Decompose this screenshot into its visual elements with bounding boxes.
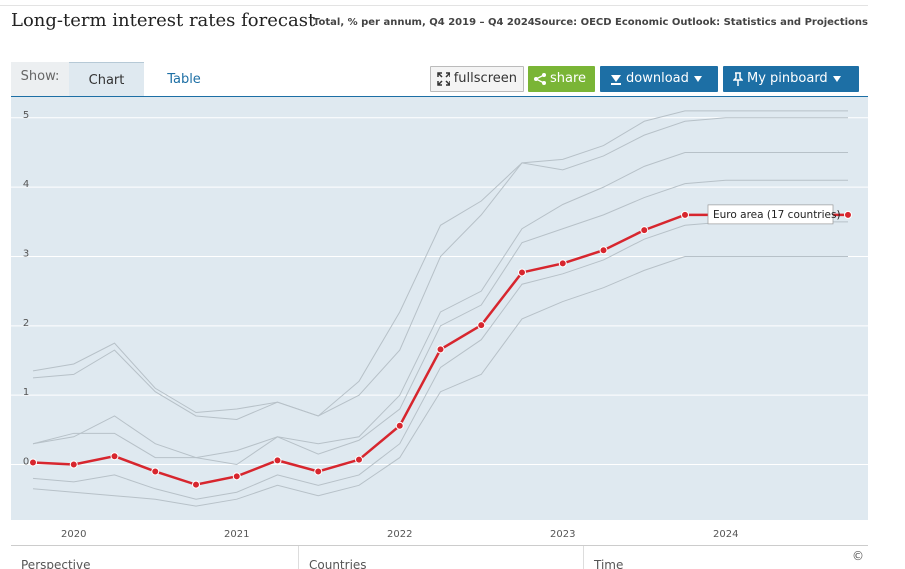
icon — [437, 72, 450, 86]
x-tick-label: 2020 — [61, 529, 86, 540]
icon — [832, 76, 841, 82]
data-point — [29, 458, 37, 467]
y-tick-label: 0 — [23, 457, 29, 468]
x-tick-label: 2022 — [387, 529, 412, 540]
data-point — [69, 460, 78, 469]
data-point — [681, 210, 689, 219]
button-label: download — [626, 71, 689, 86]
icon — [611, 75, 621, 85]
button-label: My pinboard — [747, 71, 828, 86]
y-tick-label: 1 — [23, 387, 29, 398]
data-point — [599, 246, 608, 255]
chart: 0 1 2 3 4 5 2020 2021 2022 2023 2024 Euro area (17 … — [11, 97, 868, 540]
y-tick-label: 4 — [23, 179, 29, 190]
country-line — [32, 179, 848, 466]
x-tick-label: 2021 — [224, 529, 249, 540]
button-label: share — [550, 71, 587, 86]
country-line — [32, 255, 848, 507]
download-button[interactable]: download — [600, 66, 718, 92]
icon — [693, 76, 702, 82]
tab[interactable]: Table — [167, 72, 201, 87]
data-point — [558, 259, 567, 268]
filter-panel[interactable]: Perspective — [21, 558, 91, 569]
data-point — [844, 210, 852, 219]
share-button[interactable]: share — [528, 66, 595, 92]
divider — [11, 96, 868, 97]
filter-panel[interactable]: Countries — [298, 546, 585, 569]
data-point — [518, 268, 526, 277]
copyright: © — [852, 549, 864, 563]
data-point — [477, 321, 486, 330]
button-label: fullscreen — [453, 71, 517, 86]
divider — [0, 5, 868, 6]
data-point — [395, 421, 404, 430]
y-tick-label: 5 — [23, 110, 29, 121]
country-line — [32, 117, 848, 420]
divider — [11, 545, 868, 546]
icon — [733, 72, 743, 86]
pinboard-button[interactable]: My pinboard — [723, 66, 859, 92]
data-point — [110, 452, 119, 461]
icon — [534, 73, 546, 85]
subtitle: Total, % per annum, Q4 2019 – Q4 2024 — [313, 17, 535, 28]
data-point — [355, 455, 363, 464]
page-title: Long-term interest rates forecast — [11, 10, 316, 31]
data-point — [640, 226, 649, 235]
fullscreen-button[interactable]: fullscreen — [430, 66, 524, 92]
series-label: Euro area (17 countries) — [713, 209, 841, 221]
y-tick-label: 3 — [23, 248, 29, 259]
plot-area — [11, 97, 868, 520]
country-line — [32, 151, 848, 459]
source: Source: OECD Economic Outlook: Statistic… — [534, 17, 868, 28]
filter-panel[interactable]: Time — [583, 546, 868, 569]
data-point — [273, 456, 282, 465]
series-label-box — [707, 204, 834, 225]
data-point — [314, 467, 323, 476]
y-tick-label: 2 — [23, 318, 29, 329]
x-tick-label: 2023 — [550, 529, 575, 540]
data-point — [436, 345, 445, 354]
data-point — [192, 480, 200, 489]
country-line — [32, 110, 848, 417]
tab[interactable]: Chart — [69, 62, 144, 97]
data-point — [232, 472, 241, 481]
data-point — [151, 467, 160, 476]
show-label: Show: — [11, 62, 69, 97]
x-tick-label: 2024 — [713, 529, 738, 540]
